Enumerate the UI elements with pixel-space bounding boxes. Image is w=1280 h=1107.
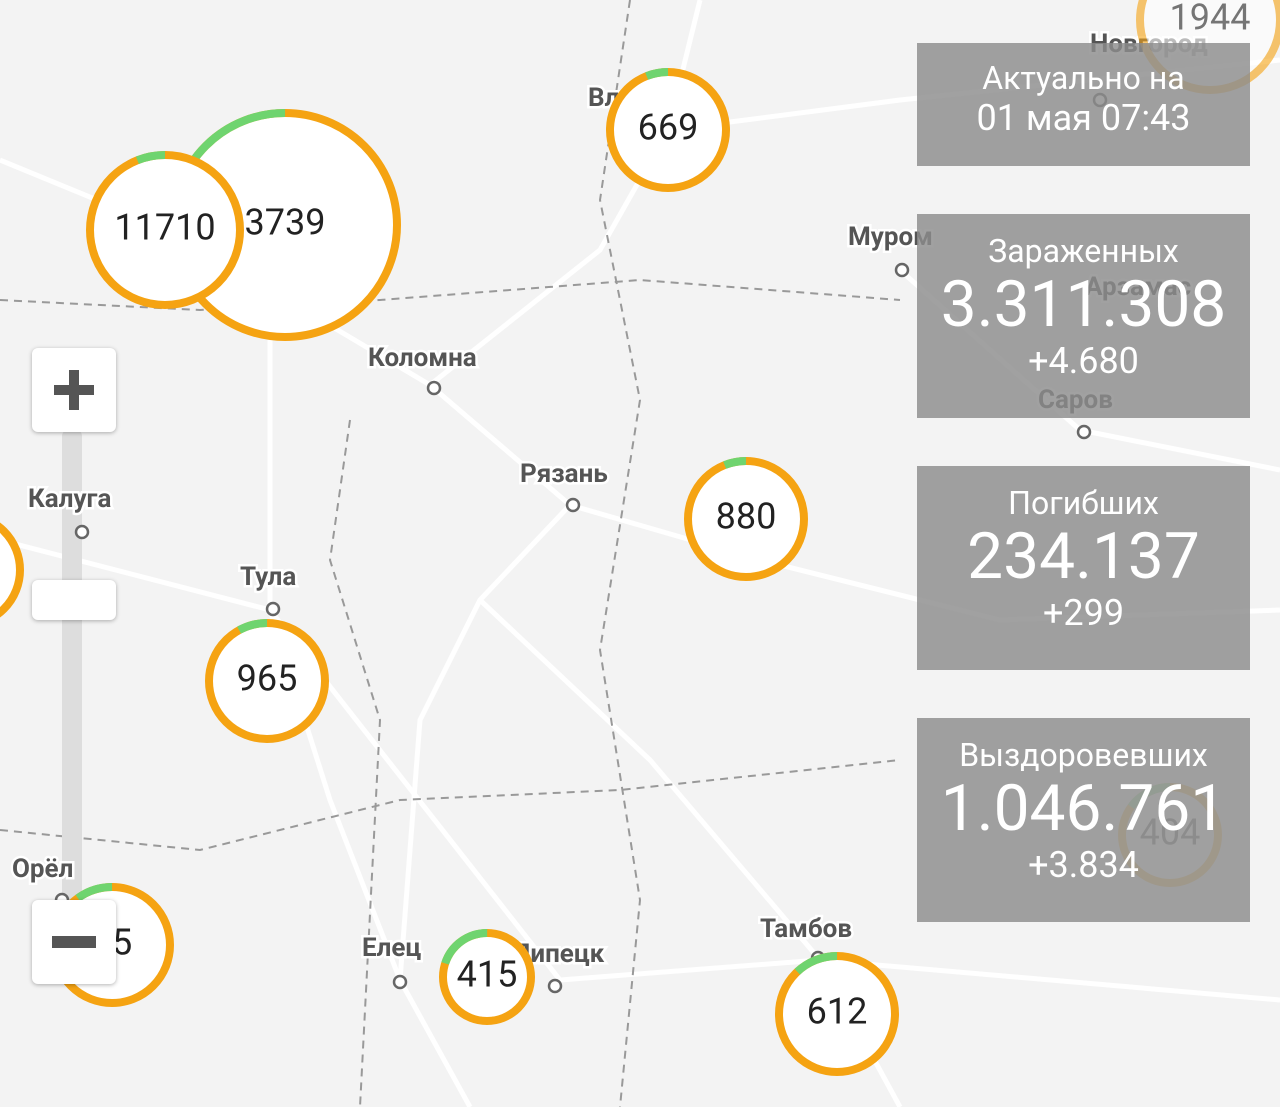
city-label: Рязань bbox=[520, 459, 608, 489]
cluster[interactable]: 669 bbox=[593, 55, 744, 206]
city-dot bbox=[565, 497, 581, 513]
deaths-panel: Погибших 234.137 +299 bbox=[917, 466, 1250, 670]
zoom-handle[interactable] bbox=[32, 580, 116, 620]
delta: +3.834 bbox=[1028, 844, 1139, 886]
recovered-panel: Выздоровевших 1.046.761 +3.834 bbox=[917, 718, 1250, 922]
city-dot bbox=[426, 380, 442, 396]
cluster-count: 1944 bbox=[1170, 0, 1251, 39]
cluster[interactable]: 612 bbox=[755, 932, 919, 1096]
cluster-count: 880 bbox=[716, 496, 777, 538]
city-dot bbox=[392, 974, 408, 990]
cluster-recovered-arc bbox=[49, 883, 174, 1008]
cluster-recovered-arc bbox=[205, 619, 329, 743]
city-label: Тамбов bbox=[760, 914, 852, 944]
city-label: Елец bbox=[362, 933, 421, 963]
updated-panel: Актуально на 01 мая 07:43 bbox=[917, 43, 1250, 166]
borders bbox=[0, 0, 901, 1107]
cluster-recovered-arc bbox=[684, 457, 808, 581]
total: 234.137 bbox=[967, 519, 1200, 594]
time: 01 мая 07:43 bbox=[976, 97, 1191, 139]
label: Актуально на bbox=[982, 59, 1185, 97]
cluster[interactable]: 415 bbox=[432, 922, 543, 1033]
city-label: Коломна bbox=[368, 343, 477, 373]
plus-icon bbox=[54, 370, 94, 410]
cluster-count: 612 bbox=[807, 991, 868, 1033]
cluster-ring bbox=[0, 522, 24, 618]
city-dot bbox=[265, 601, 281, 617]
city-dot bbox=[894, 262, 910, 278]
cluster[interactable]: 965 bbox=[188, 602, 346, 760]
cluster-recovered-arc bbox=[606, 68, 730, 192]
delta: +299 bbox=[1042, 592, 1125, 634]
city-label: Тула bbox=[240, 562, 296, 592]
total: 3.311.308 bbox=[940, 267, 1227, 342]
cluster-count: 415 bbox=[457, 954, 518, 996]
cluster[interactable]: 880 bbox=[671, 444, 822, 595]
infected-panel: Зараженных 3.311.308 +4.680 bbox=[917, 214, 1250, 418]
label: Погибших bbox=[1008, 484, 1159, 522]
zoom-out[interactable] bbox=[32, 900, 116, 984]
cluster-count: 965 bbox=[237, 658, 298, 700]
zoom-in[interactable] bbox=[32, 348, 116, 432]
cluster-count: 11710 bbox=[114, 207, 215, 249]
city-dot bbox=[547, 978, 563, 994]
city-dot bbox=[74, 524, 90, 540]
zoom-track bbox=[62, 430, 82, 900]
delta: +4.680 bbox=[1028, 340, 1139, 382]
cluster-count: 3739 bbox=[245, 202, 326, 244]
label: Зараженных bbox=[988, 232, 1179, 270]
minus-icon bbox=[52, 936, 96, 948]
cluster-count: 669 bbox=[638, 107, 699, 149]
city-dot bbox=[1076, 424, 1092, 440]
cluster-recovered-arc bbox=[775, 952, 899, 1076]
cluster-recovered-arc bbox=[439, 928, 535, 1025]
label: Выздоровевших bbox=[959, 736, 1208, 774]
cluster[interactable]: 11710 bbox=[68, 133, 263, 328]
cluster-recovered-arc bbox=[85, 151, 244, 310]
city-label: Орёл bbox=[12, 854, 73, 884]
total: 1.046.761 bbox=[940, 771, 1227, 846]
city-label: Калуга bbox=[28, 484, 111, 514]
